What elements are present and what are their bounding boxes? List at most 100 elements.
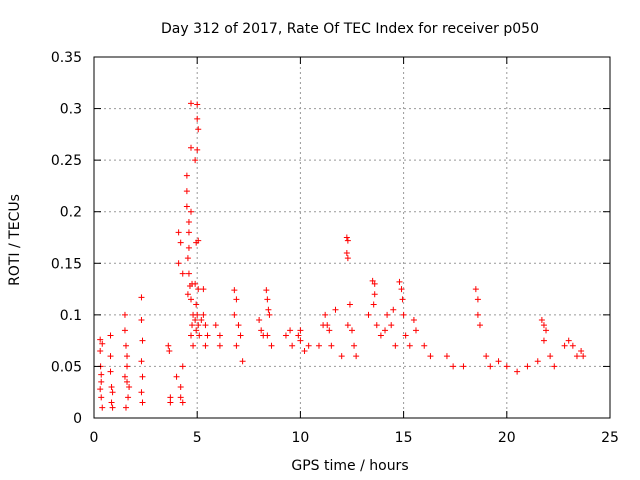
data-point <box>194 311 201 318</box>
data-point <box>390 306 397 313</box>
data-point <box>99 404 106 411</box>
y-tick-label: 0.2 <box>60 205 82 221</box>
data-point <box>377 332 384 339</box>
data-point <box>343 234 350 241</box>
data-point <box>328 342 335 349</box>
data-point <box>184 255 191 262</box>
data-point <box>344 255 351 262</box>
data-point <box>195 286 202 293</box>
data-point <box>185 244 192 251</box>
data-point <box>344 237 351 244</box>
data-point <box>98 394 105 401</box>
data-point <box>122 342 129 349</box>
data-point <box>194 101 201 108</box>
data-point <box>332 306 339 313</box>
data-point <box>472 286 479 293</box>
data-point <box>233 342 240 349</box>
data-point <box>349 327 355 334</box>
data-point <box>239 358 246 365</box>
data-point <box>189 322 196 329</box>
data-point <box>192 157 199 164</box>
data-point <box>177 384 184 391</box>
data-point <box>369 277 376 284</box>
data-point <box>265 306 272 313</box>
data-point <box>346 301 353 308</box>
y-axis-label: ROTI / TECUs <box>7 194 23 286</box>
data-point <box>99 340 106 347</box>
data-point <box>98 371 105 378</box>
data-point <box>188 144 195 151</box>
data-point <box>138 317 145 324</box>
data-point <box>305 342 312 349</box>
data-point <box>295 332 302 339</box>
data-point <box>124 353 131 360</box>
x-tick-label: 0 <box>90 430 99 446</box>
chart-title: Day 312 of 2017, Rate Of TEC Index for r… <box>161 21 539 37</box>
data-point <box>194 146 201 153</box>
x-axis-label: GPS time / hours <box>291 458 408 474</box>
data-point <box>175 260 182 267</box>
data-point <box>231 287 238 294</box>
data-point <box>194 115 201 122</box>
data-point <box>97 386 104 393</box>
data-point <box>373 322 380 329</box>
data-point <box>540 322 547 329</box>
data-point <box>256 317 263 324</box>
x-tick-label: 5 <box>193 430 202 446</box>
data-point <box>202 322 209 329</box>
data-point <box>139 337 146 344</box>
data-point <box>198 317 205 324</box>
data-point <box>399 296 406 303</box>
data-point <box>487 363 494 370</box>
y-tick-label: 0 <box>73 411 82 427</box>
data-point <box>184 291 191 298</box>
data-point <box>301 347 308 354</box>
data-points <box>97 100 587 411</box>
data-point <box>578 347 585 354</box>
data-point <box>282 332 289 339</box>
data-point <box>177 239 184 246</box>
data-point <box>192 317 199 324</box>
x-tick-label: 25 <box>601 430 619 446</box>
x-tick-label: 20 <box>498 430 516 446</box>
data-point <box>371 291 378 298</box>
data-point <box>561 342 568 349</box>
data-point <box>167 394 174 401</box>
data-point <box>396 278 403 285</box>
data-point <box>108 384 115 391</box>
data-point <box>173 373 180 380</box>
data-point <box>384 311 391 318</box>
data-point <box>443 353 450 360</box>
data-point <box>126 384 133 391</box>
data-point <box>450 363 457 370</box>
y-tick-label: 0.1 <box>60 308 82 324</box>
data-point <box>495 358 502 365</box>
data-point <box>551 363 558 370</box>
data-point <box>121 327 128 334</box>
data-point <box>258 327 265 334</box>
data-point <box>139 373 146 380</box>
data-point <box>503 363 510 370</box>
data-point <box>183 188 190 195</box>
data-point <box>538 317 545 324</box>
data-point <box>98 378 105 385</box>
data-point <box>573 353 580 360</box>
data-point <box>192 280 199 287</box>
data-point <box>108 399 115 406</box>
data-point <box>193 327 200 334</box>
y-tick-label: 0.15 <box>51 256 82 272</box>
data-point <box>196 332 203 339</box>
data-point <box>388 322 395 329</box>
data-point <box>353 353 360 360</box>
data-point <box>514 368 521 375</box>
data-point <box>166 347 173 354</box>
x-tick-label: 10 <box>291 430 309 446</box>
data-point <box>185 229 192 236</box>
data-point <box>179 270 186 277</box>
data-point <box>266 311 273 318</box>
data-point <box>121 311 128 318</box>
data-point <box>204 332 211 339</box>
data-point <box>565 337 572 344</box>
data-point <box>124 378 131 385</box>
data-point <box>193 301 200 308</box>
